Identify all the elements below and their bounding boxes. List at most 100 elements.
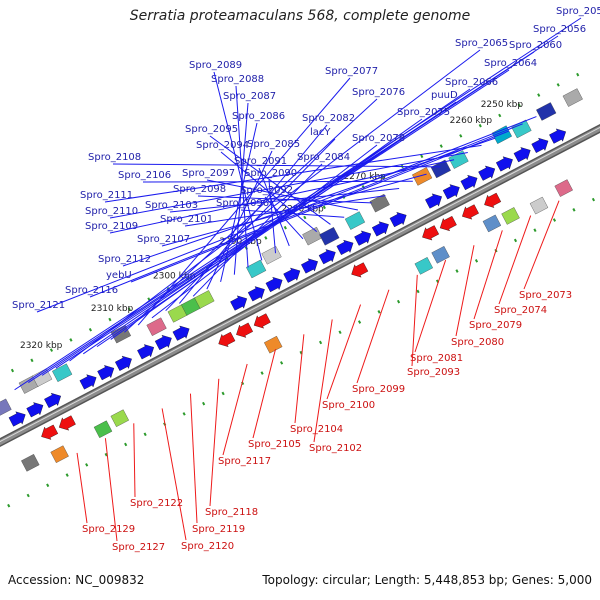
- reverse-gene-label: Spro_2081: [410, 353, 463, 364]
- forward-feature-block-box: [319, 227, 340, 246]
- forward-gene-arrow-shape: [154, 334, 172, 351]
- forward-gene-label: Spro_2110: [85, 206, 138, 217]
- forward-gene-label: Spro_2086: [232, 111, 285, 122]
- forward-gene-arrow: [154, 334, 172, 351]
- forward-gene-label: Spro_2107: [137, 234, 190, 245]
- reverse-gene-leader: [222, 363, 248, 456]
- reverse-gene-leader: [189, 393, 198, 524]
- reverse-gene-arrow-shape: [41, 424, 59, 440]
- forward-gene-leader: [161, 173, 427, 247]
- reverse-gene-leader: [523, 200, 560, 290]
- forward-gene-leader: [184, 195, 386, 227]
- forward-gene-arrow-shape: [354, 230, 372, 246]
- reverse-feature-block: [93, 420, 113, 439]
- reverse-gene-label: Spro_2099: [352, 384, 405, 395]
- forward-gene-arrow-shape: [442, 184, 460, 200]
- forward-gene-arrow-shape: [549, 128, 566, 144]
- forward-gene-arrow: [97, 365, 115, 381]
- reverse-gene-label: Spro_2129: [82, 524, 135, 535]
- forward-gene-label: Spro_2077: [325, 66, 378, 77]
- reverse-feature-block-box: [529, 196, 549, 215]
- tick-label: 2310 kbp: [91, 304, 134, 314]
- forward-gene-leader: [110, 118, 423, 340]
- reverse-feature-block: [482, 214, 502, 233]
- forward-gene-leader: [206, 179, 359, 211]
- forward-gene-arrow-shape: [478, 165, 496, 181]
- forward-gene-leader: [235, 85, 249, 268]
- forward-gene-leader: [14, 17, 582, 391]
- reverse-gene-arrow: [41, 424, 59, 440]
- forward-gene-arrow-shape: [115, 355, 132, 371]
- forward-gene-arrow-shape: [371, 221, 389, 237]
- forward-gene-arrow: [389, 212, 407, 228]
- forward-gene-leader: [233, 102, 249, 275]
- forward-gene-arrow-shape: [495, 156, 513, 172]
- forward-feature-block: [319, 227, 340, 246]
- forward-gene-leader: [69, 49, 481, 362]
- forward-feature-block: [146, 317, 167, 336]
- forward-gene-arrow-shape: [301, 258, 318, 274]
- reverse-gene-arrow-shape: [218, 331, 236, 348]
- reverse-feature-block: [554, 179, 573, 197]
- forward-feature-block: [369, 193, 390, 213]
- forward-feature-block: [536, 102, 557, 121]
- reverse-gene-arrow: [351, 262, 369, 278]
- forward-gene-arrow-shape: [513, 147, 531, 163]
- reverse-gene-leader: [313, 319, 333, 443]
- forward-gene-arrow: [172, 325, 190, 341]
- reverse-feature-block: [21, 454, 40, 472]
- forward-gene-arrow-shape: [97, 365, 115, 381]
- forward-gene-leader: [55, 69, 510, 369]
- backbone-highlight: [0, 126, 600, 443]
- forward-gene-arrow-shape: [247, 286, 265, 302]
- tick-label: 2270 kbp: [343, 172, 386, 182]
- forward-gene-leader: [112, 163, 441, 168]
- reverse-feature-block-box: [50, 445, 69, 463]
- forward-feature-block-box: [412, 167, 433, 186]
- forward-gene-label: Spro_2103: [145, 200, 198, 211]
- forward-gene-arrow: [371, 221, 389, 237]
- reverse-feature-block-box: [501, 207, 520, 225]
- forward-gene-label: Spro_2111: [80, 190, 133, 201]
- reverse-gene-leader: [76, 452, 88, 524]
- forward-feature-block-box: [302, 226, 323, 246]
- tick-guide-inner: [0, 65, 594, 379]
- forward-gene-label: Spro_2052: [556, 6, 600, 17]
- forward-gene-arrow: [79, 374, 97, 390]
- forward-gene-label: Spro_2112: [98, 254, 151, 265]
- reverse-gene-label: Spro_2079: [469, 320, 522, 331]
- forward-gene-arrow-shape: [44, 392, 61, 408]
- reverse-feature-block: [501, 207, 520, 225]
- reverse-gene-leader: [455, 245, 475, 337]
- reverse-feature-block: [529, 196, 549, 215]
- forward-gene-arrow-shape: [265, 276, 283, 293]
- forward-feature-block-box: [536, 102, 557, 121]
- reverse-gene-leader: [411, 274, 418, 367]
- forward-gene-leader: [109, 152, 468, 219]
- reverse-gene-label: Spro_2100: [322, 400, 375, 411]
- reverse-gene-arrow: [439, 216, 457, 232]
- forward-gene-arrow: [137, 344, 155, 360]
- forward-gene-label: Spro_2065: [455, 38, 508, 49]
- reverse-gene-leader: [498, 215, 532, 305]
- forward-gene-arrow: [549, 128, 566, 144]
- forward-gene-leader: [179, 124, 328, 304]
- forward-gene-leader: [104, 144, 482, 203]
- forward-feature-block: [412, 167, 433, 186]
- reverse-gene-leader: [252, 348, 277, 439]
- accession-label: Accession: NC_009832: [8, 573, 145, 587]
- tick-label: 2250 kbp: [481, 100, 524, 110]
- reverse-feature-block-box: [110, 409, 129, 427]
- forward-gene-arrow-shape: [26, 402, 44, 418]
- forward-gene-label: Spro_2060: [509, 40, 562, 51]
- forward-gene-arrow: [513, 147, 531, 163]
- forward-gene-label: Spro_2064: [484, 58, 537, 69]
- forward-gene-label: Spro_2106: [118, 170, 171, 181]
- reverse-gene-leader: [161, 408, 187, 541]
- reverse-gene-leader: [356, 289, 390, 384]
- forward-gene-label: Spro_2085: [247, 139, 300, 150]
- forward-gene-leader: [220, 122, 258, 283]
- reverse-gene-leader: [209, 378, 220, 507]
- reverse-feature-block: [431, 246, 450, 264]
- forward-gene-label: Spro_2056: [533, 24, 586, 35]
